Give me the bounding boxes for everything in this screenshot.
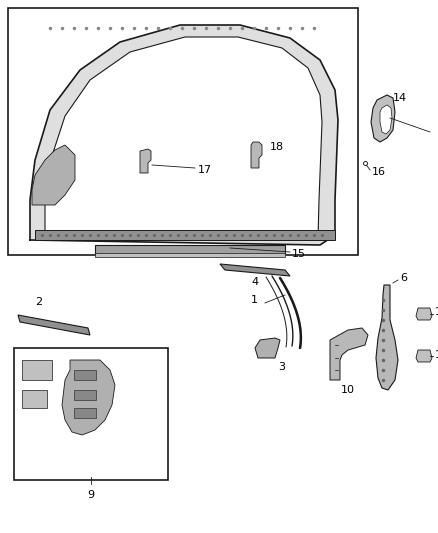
Polygon shape [380, 105, 392, 134]
Text: 9: 9 [88, 490, 95, 500]
Text: 6: 6 [400, 273, 407, 283]
Bar [74, 390, 96, 400]
Text: 15: 15 [292, 249, 306, 259]
Bar [22, 360, 52, 380]
Text: 11: 11 [435, 307, 438, 317]
Bar [95, 245, 285, 254]
Polygon shape [220, 264, 290, 276]
Polygon shape [30, 25, 338, 245]
Bar [14, 348, 168, 480]
Polygon shape [416, 350, 432, 362]
Polygon shape [18, 315, 90, 335]
Text: 10: 10 [341, 385, 355, 395]
Bar [95, 253, 285, 257]
Text: 18: 18 [270, 142, 284, 152]
Polygon shape [416, 308, 432, 320]
Bar [74, 408, 96, 418]
Polygon shape [376, 285, 398, 390]
Polygon shape [330, 328, 368, 380]
Text: 2: 2 [35, 297, 42, 307]
Polygon shape [251, 142, 262, 168]
Bar [74, 370, 96, 380]
Text: 16: 16 [372, 167, 386, 177]
Text: 12: 12 [435, 350, 438, 360]
Text: 3: 3 [278, 362, 285, 372]
Bar [8, 8, 358, 255]
Polygon shape [32, 145, 75, 205]
Polygon shape [255, 338, 280, 358]
Polygon shape [62, 360, 115, 435]
Text: 4: 4 [251, 277, 258, 287]
Bar [35, 230, 335, 240]
Bar [22, 390, 47, 408]
Text: 17: 17 [198, 165, 212, 175]
Text: 1: 1 [251, 295, 258, 305]
Polygon shape [140, 149, 151, 173]
Text: 14: 14 [393, 93, 407, 103]
Polygon shape [371, 95, 395, 142]
